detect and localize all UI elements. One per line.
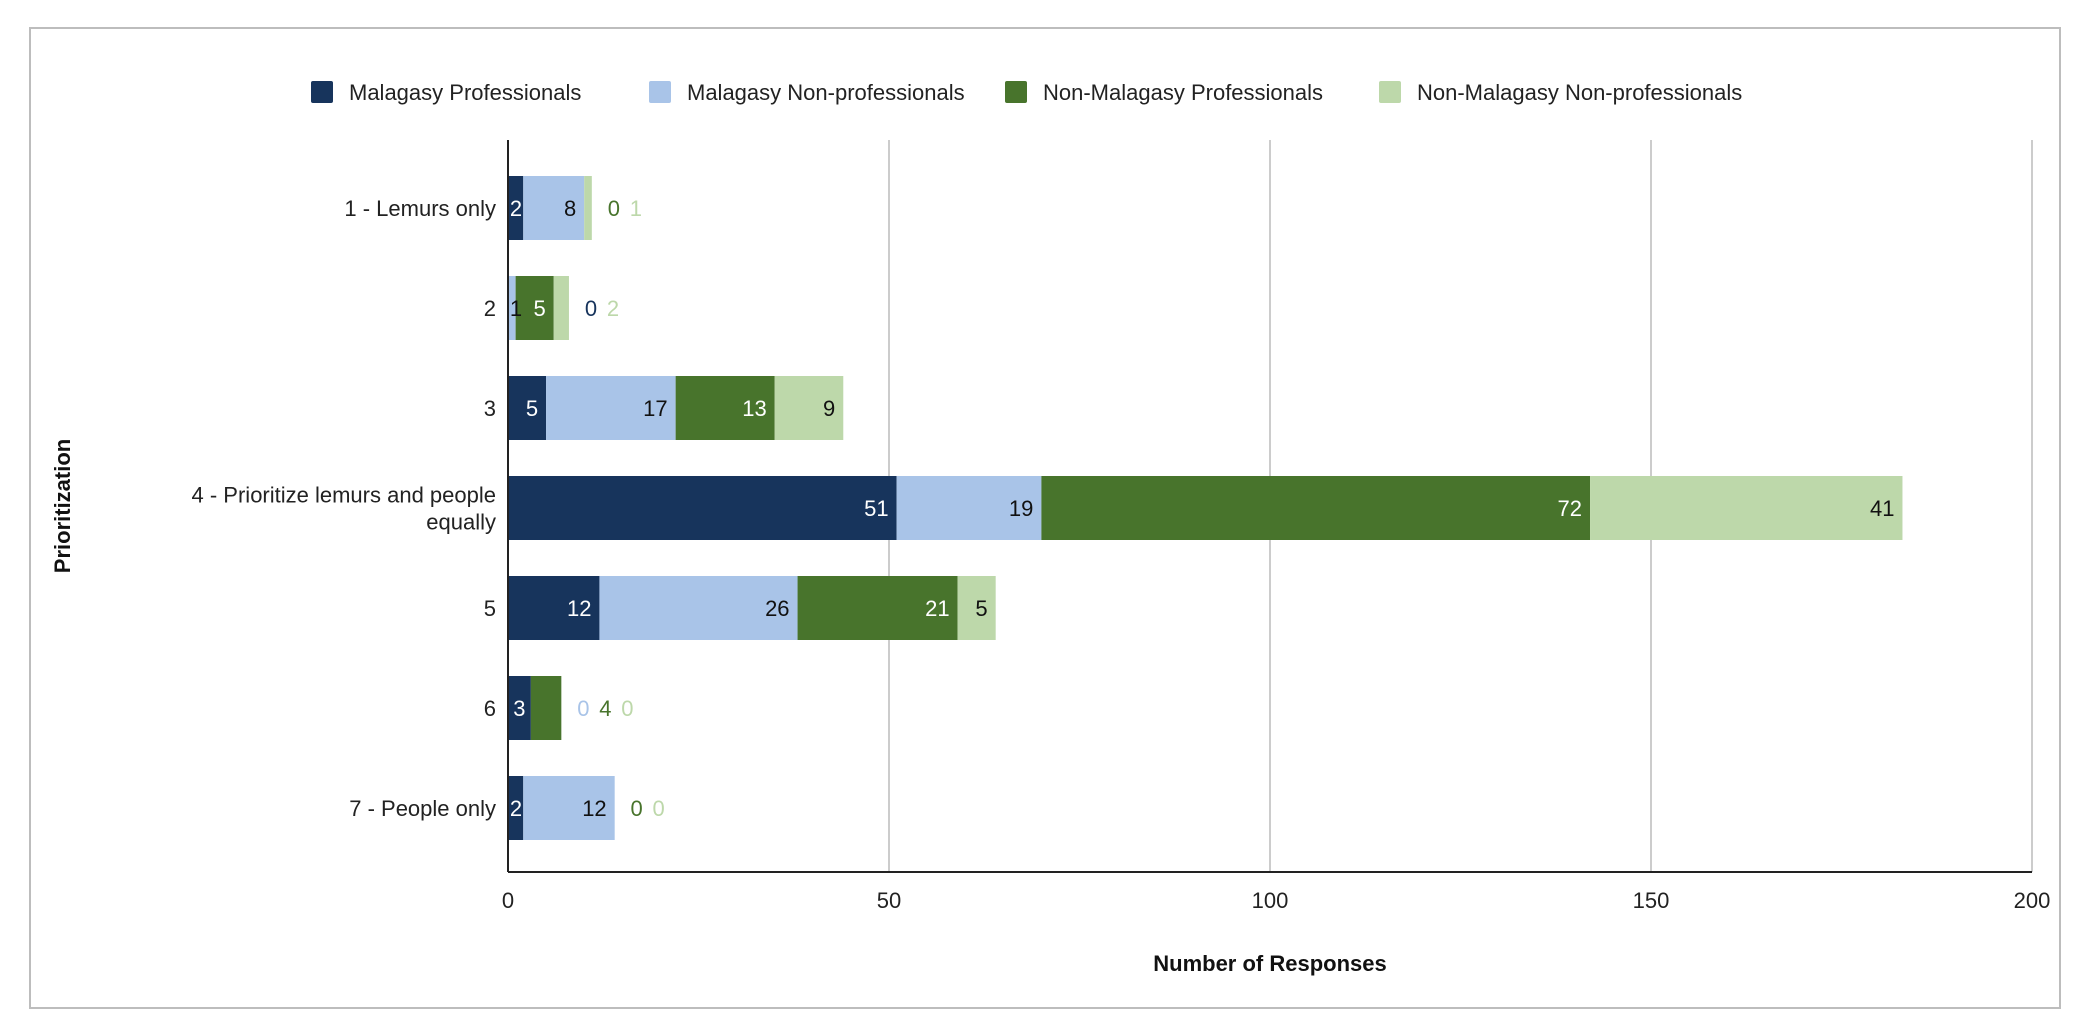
data-label: 0 <box>608 196 620 221</box>
data-label: 9 <box>823 396 835 421</box>
data-label: 51 <box>864 496 888 521</box>
data-label: 17 <box>643 396 667 421</box>
data-label: 4 <box>599 696 611 721</box>
bar-segment <box>797 576 958 640</box>
bar-segment <box>523 176 585 240</box>
data-label: 41 <box>1870 496 1894 521</box>
data-label: 1 <box>630 196 642 221</box>
data-label: 3 <box>513 696 525 721</box>
category-label: 3 <box>484 396 496 421</box>
bar-segment <box>599 576 798 640</box>
legend-swatch <box>1379 81 1401 103</box>
bar-segment <box>896 476 1042 540</box>
bar-segment <box>508 576 600 640</box>
data-label: 0 <box>631 796 643 821</box>
data-label: 0 <box>577 696 589 721</box>
x-axis-title: Number of Responses <box>1153 951 1387 976</box>
bar-segment <box>546 376 676 440</box>
data-label: 2 <box>607 296 619 321</box>
x-tick-label: 0 <box>502 888 514 913</box>
bar-segment <box>1041 476 1591 540</box>
legend: Malagasy Professionals Malagasy Non-profe… <box>311 80 1742 105</box>
data-label: 26 <box>765 596 789 621</box>
x-tick-label: 200 <box>2014 888 2051 913</box>
x-tick-label: 50 <box>877 888 901 913</box>
bar-segment <box>508 776 524 840</box>
data-label: 1 <box>510 296 522 321</box>
data-label: 72 <box>1558 496 1582 521</box>
bar-segment <box>774 376 844 440</box>
legend-label: Non-Malagasy Professionals <box>1043 80 1323 105</box>
bar-segment <box>515 276 554 340</box>
legend-label: Non-Malagasy Non-professionals <box>1417 80 1742 105</box>
data-label: 12 <box>567 596 591 621</box>
legend-swatch <box>311 81 333 103</box>
legend-label: Malagasy Non-professionals <box>687 80 965 105</box>
category-label: equally <box>426 510 496 535</box>
bar-segment <box>530 676 562 740</box>
data-label: 13 <box>742 396 766 421</box>
data-label: 12 <box>582 796 606 821</box>
y-axis-title: Prioritization <box>50 439 75 573</box>
category-labels: 1 - Lemurs only 2 3 4 - Prioritize lemurs a… <box>192 196 496 821</box>
bar-segment <box>553 276 569 340</box>
data-label: 2 <box>510 796 522 821</box>
category-label: 6 <box>484 696 496 721</box>
bar-segment <box>957 576 996 640</box>
bar-segment <box>523 776 615 840</box>
bar-segment <box>508 176 524 240</box>
x-tick-label: 150 <box>1633 888 1670 913</box>
bar-segment <box>584 176 592 240</box>
bar-segment <box>675 376 775 440</box>
data-label: 0 <box>653 796 665 821</box>
bar-segment <box>508 376 547 440</box>
bar-segment <box>508 276 516 340</box>
category-label: 4 - Prioritize lemurs and people <box>192 483 496 508</box>
legend-swatch <box>649 81 671 103</box>
data-label: 0 <box>621 696 633 721</box>
data-label: 19 <box>1009 496 1033 521</box>
category-label: 7 - People only <box>349 796 496 821</box>
x-tick-label: 100 <box>1252 888 1289 913</box>
bar-segment <box>508 676 531 740</box>
category-label: 1 - Lemurs only <box>344 196 496 221</box>
legend-label: Malagasy Professionals <box>349 80 581 105</box>
legend-swatch <box>1005 81 1027 103</box>
bar-segment <box>508 476 897 540</box>
x-tick-labels: 0 50 100 150 200 <box>502 888 2050 913</box>
data-label: 5 <box>975 596 987 621</box>
category-label: 5 <box>484 596 496 621</box>
category-label: 2 <box>484 296 496 321</box>
data-label: 5 <box>526 396 538 421</box>
data-label: 8 <box>564 196 576 221</box>
data-label: 2 <box>510 196 522 221</box>
bar-segment <box>1590 476 1903 540</box>
data-label: 5 <box>533 296 545 321</box>
data-label: 0 <box>585 296 597 321</box>
data-label: 21 <box>925 596 949 621</box>
